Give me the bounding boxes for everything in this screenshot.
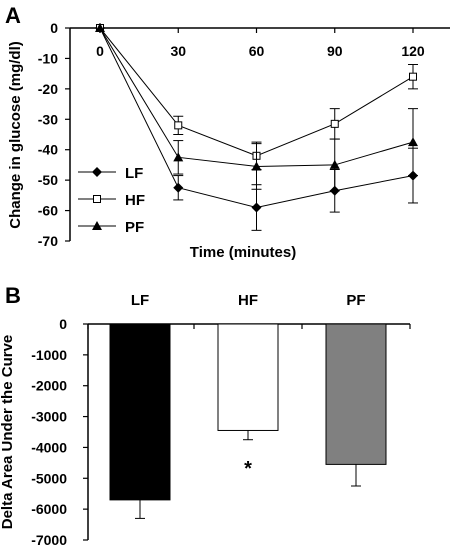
x-tick-label: 60: [249, 43, 265, 59]
diamond-marker: [92, 167, 102, 177]
y-tick-label: -10: [38, 50, 58, 66]
diamond-marker: [251, 202, 262, 213]
bar-hf: [217, 323, 279, 431]
legend-label-pf: PF: [125, 219, 144, 236]
square-marker: [409, 72, 417, 81]
y-tick-label: -70: [38, 233, 58, 249]
square-marker: [174, 121, 183, 130]
x-axis-title: Time (minutes): [190, 244, 296, 261]
square-marker: [93, 195, 101, 203]
y-tick-label: -4000: [31, 439, 67, 455]
y-tick-label: -6000: [31, 501, 67, 517]
line-chart-panel-a: 0 -10 -20 -30 -40 -50 -60 -70 0 30 60 90 120 Time (mi…: [7, 20, 450, 261]
y-tick-label: -2000: [31, 378, 67, 394]
y-axis-title: Delta Area Under the Curve: [0, 335, 16, 530]
panel-b-label: B: [5, 283, 21, 308]
triangle-marker: [173, 152, 184, 162]
legend-label-hf: HF: [125, 192, 145, 209]
legend: LF HF PF: [78, 165, 145, 236]
bar-pf: [325, 323, 387, 465]
y-tick-label: -1000: [31, 347, 67, 363]
x-tick-label: 0: [96, 43, 104, 59]
y-tick-label: -30: [38, 111, 58, 127]
triangle-marker: [251, 161, 262, 171]
triangle-marker: [329, 159, 340, 169]
y-tick-label: -60: [38, 203, 58, 219]
series-pf: [95, 23, 418, 192]
x-tick-label: 120: [401, 43, 425, 59]
triangle-marker: [92, 221, 102, 230]
y-tick-label: 0: [59, 316, 67, 332]
x-tick-label: 30: [170, 43, 186, 59]
legend-label-lf: LF: [125, 165, 143, 182]
panel-a-label: A: [5, 3, 21, 28]
diamond-marker: [173, 182, 184, 193]
significance-star: *: [244, 458, 252, 480]
y-tick-label: -50: [38, 172, 58, 188]
category-label-hf: HF: [238, 292, 258, 309]
y-tick-label: -7000: [31, 532, 67, 546]
bar-chart-panel-b: 0 -1000 -2000 -3000 -4000 -5000 -6000 -7000 Delt…: [0, 292, 411, 546]
y-axis-title: Change in glucose (mg/dl): [7, 41, 24, 229]
category-label-lf: LF: [131, 292, 149, 309]
bar-lf: [109, 323, 171, 501]
y-tick-label: -40: [38, 142, 58, 158]
triangle-marker: [408, 137, 418, 147]
triangle-marker: [95, 23, 105, 32]
y-tick-label: 0: [50, 20, 58, 36]
y-tick-label: -5000: [31, 470, 67, 486]
square-marker: [330, 119, 339, 128]
category-label-pf: PF: [346, 292, 365, 309]
x-tick-label: 90: [327, 43, 343, 59]
y-tick-label: -3000: [31, 409, 67, 425]
y-tick-label: -20: [38, 81, 58, 97]
